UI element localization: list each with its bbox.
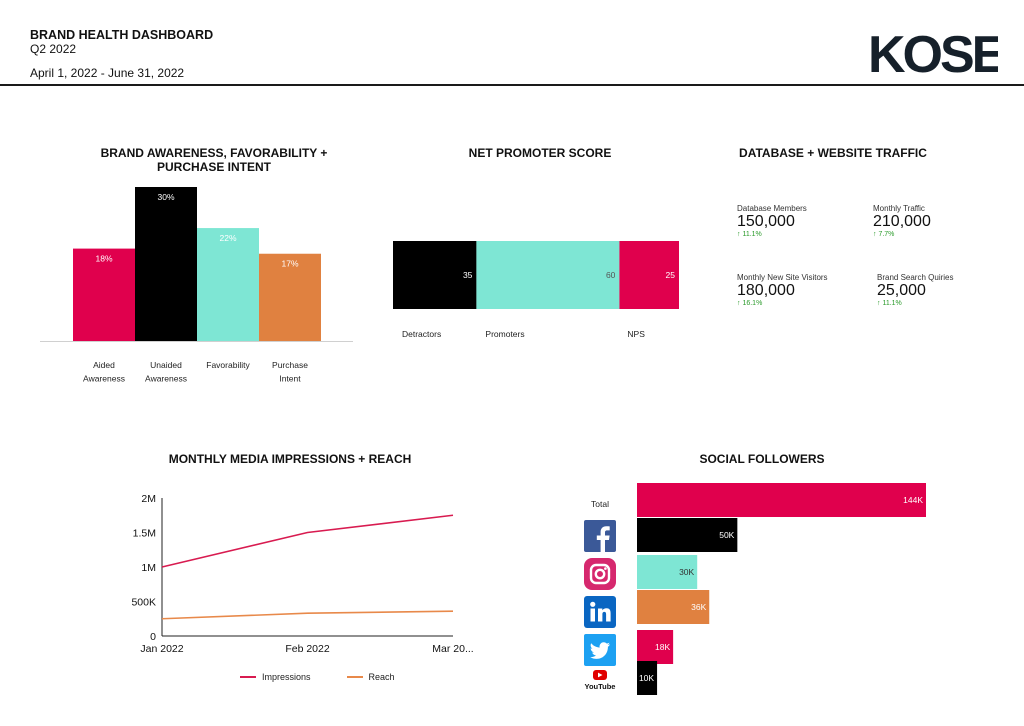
legend-impressions: Impressions <box>240 672 311 682</box>
legend-swatch-reach <box>346 676 363 678</box>
facebook-icon <box>584 520 616 552</box>
instagram-icon <box>584 558 616 590</box>
dashboard-title: BRAND HEALTH DASHBOARD <box>30 28 214 42</box>
dashboard-date-range: April 1, 2022 - June 31, 2022 <box>30 66 185 80</box>
nps-segment <box>393 241 477 309</box>
kpi-label: Monthly New Site Visitors <box>737 273 828 282</box>
media-x-tick: Mar 20... <box>432 643 473 655</box>
social-bar-value: 30K <box>679 567 694 577</box>
social-bar <box>637 555 698 589</box>
awareness-bar-chart: 18% Aided Awareness 30% Unaided Awareness 22% F… <box>40 187 353 384</box>
media-y-tick: 500K <box>131 597 156 609</box>
kpi-value: 25,000 <box>877 282 926 299</box>
awareness-bar-value: 17% <box>281 259 298 269</box>
kpi-value: 210,000 <box>873 213 931 230</box>
social-bar-value: 18K <box>655 642 670 652</box>
social-bar <box>637 483 926 517</box>
social-bar <box>637 518 738 552</box>
kpi-value: 180,000 <box>737 282 795 299</box>
awareness-bar <box>135 187 197 341</box>
nps-segment <box>619 241 679 309</box>
awareness-category-label: Purchase <box>272 360 308 370</box>
media-line-chart: 0 500K 1M 1.5M 2M Jan 2022 Feb 2022 Mar 20... <box>131 493 473 655</box>
media-legend: Impressions Reach <box>240 672 395 682</box>
header-divider <box>0 84 1024 86</box>
awareness-bar <box>73 248 135 341</box>
kpi-monthly-traffic: Monthly Traffic 210,000 ↑ 7.7% <box>873 204 931 238</box>
twitter-icon <box>584 634 616 666</box>
kpi-label: Brand Search Quiries <box>877 273 954 282</box>
media-x-tick: Feb 2022 <box>285 643 330 655</box>
social-bar <box>637 590 710 624</box>
kpi-label: Monthly Traffic <box>873 204 925 213</box>
nps-category-label: NPS <box>627 329 645 339</box>
awareness-bar <box>259 253 321 341</box>
kose-logo-text: KOSE <box>868 28 998 78</box>
nps-category-label: Promoters <box>485 329 524 339</box>
nps-segment-value: 25 <box>666 270 676 280</box>
legend-reach: Reach <box>346 672 395 682</box>
awareness-category-label: Unaided <box>150 360 182 370</box>
social-bar <box>637 630 674 664</box>
media-series-line <box>161 514 454 568</box>
awareness-bar-value: 30% <box>157 192 174 202</box>
social-total-label: Total <box>591 499 609 509</box>
awareness-panel-title: BRAND AWARENESS, FAVORABILITY + PURCHASE… <box>100 146 328 174</box>
media-series-line <box>161 610 454 620</box>
kpi-delta: ↑ 16.1% <box>737 300 763 307</box>
nps-segment-value: 60 <box>606 270 616 280</box>
social-bar-value: 36K <box>691 602 706 612</box>
awareness-category-label: Awareness <box>145 374 187 384</box>
awareness-category-label: Favorability <box>206 360 250 370</box>
kpi-delta: ↑ 7.7% <box>873 231 895 238</box>
legend-label-impressions: Impressions <box>262 672 311 682</box>
traffic-panel-title: DATABASE + WEBSITE TRAFFIC <box>739 146 927 160</box>
kpi-value: 150,000 <box>737 213 795 230</box>
kpi-delta: ↑ 11.1% <box>877 300 902 307</box>
legend-swatch-impressions <box>240 676 256 678</box>
youtube-icon: YouTube <box>585 670 616 691</box>
nps-category-label: Detractors <box>402 329 441 339</box>
social-bar-value: 10K <box>639 673 654 683</box>
social-panel-title: SOCIAL FOLLOWERS <box>699 452 825 466</box>
awareness-bar-value: 22% <box>219 233 236 243</box>
awareness-category-label: Awareness <box>83 374 125 384</box>
linkedin-icon <box>584 596 616 628</box>
awareness-category-label: Intent <box>279 374 301 384</box>
dashboard-quarter: Q2 2022 <box>30 42 77 56</box>
kose-logo: KOSE <box>868 28 998 78</box>
media-y-tick: 2M <box>141 493 156 505</box>
nps-segment-value: 35 <box>463 270 473 280</box>
social-bar-value: 50K <box>719 530 734 540</box>
media-x-tick: Jan 2022 <box>140 643 183 655</box>
kpi-label: Database Members <box>737 204 807 213</box>
social-bar-value: 144K <box>903 495 923 505</box>
youtube-wordmark: YouTube <box>585 682 616 691</box>
kpi-delta: ↑ 11.1% <box>737 231 762 238</box>
nps-bar-chart: 35 60 25 Detractors Promoters NPS <box>393 241 679 339</box>
media-y-tick: 1.5M <box>133 528 156 540</box>
kpi-new-site-visitors: Monthly New Site Visitors 180,000 ↑ 16.1… <box>737 273 828 307</box>
kpi-database-members: Database Members 150,000 ↑ 11.1% <box>737 204 807 238</box>
awareness-category-label: Aided <box>93 360 115 370</box>
awareness-bar-value: 18% <box>95 254 112 264</box>
nps-panel-title: NET PROMOTER SCORE <box>468 146 612 160</box>
media-panel-title: MONTHLY MEDIA IMPRESSIONS + REACH <box>168 452 412 466</box>
media-y-tick: 1M <box>141 562 156 574</box>
social-bar <box>637 661 658 695</box>
media-y-tick: 0 <box>150 631 156 643</box>
nps-segment <box>476 241 620 309</box>
awareness-bar <box>197 228 259 341</box>
social-followers-chart: Total YouTube 144K 50K 30K 36K 18K 10K <box>584 483 926 695</box>
legend-label-reach: Reach <box>368 672 395 682</box>
kpi-brand-search-queries: Brand Search Quiries 25,000 ↑ 11.1% <box>877 273 953 307</box>
